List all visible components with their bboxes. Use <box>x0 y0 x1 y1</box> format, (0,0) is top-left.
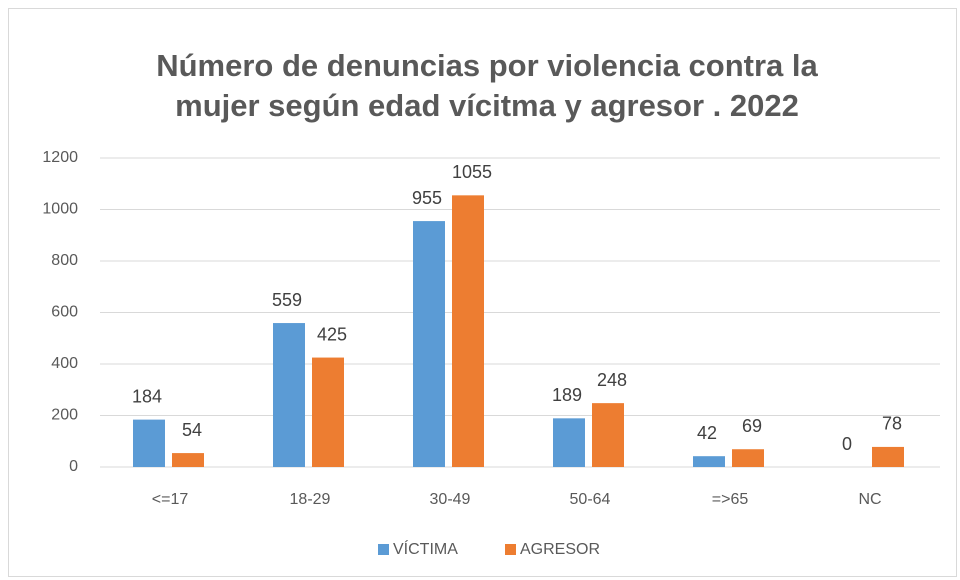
bar <box>312 357 344 467</box>
chart-title: mujer según edad vícitma y agresor . 202… <box>175 88 799 123</box>
bar <box>872 446 904 467</box>
y-tick-label: 800 <box>51 252 78 269</box>
bar <box>592 403 624 467</box>
x-tick-label: NC <box>858 491 881 508</box>
legend-label: AGRESOR <box>520 541 600 558</box>
value-label: 1055 <box>452 162 492 182</box>
bar <box>413 221 445 467</box>
y-tick-label: 0 <box>69 458 78 475</box>
value-label: 955 <box>412 188 442 208</box>
legend-label: VÍCTIMA <box>393 539 458 558</box>
x-tick-label: 30-49 <box>430 491 471 508</box>
x-tick-label: 50-64 <box>570 491 611 508</box>
value-label: 184 <box>132 386 162 406</box>
y-tick-label: 600 <box>51 304 78 321</box>
legend-swatch <box>505 544 516 555</box>
value-label: 189 <box>552 385 582 405</box>
x-tick-label: =>65 <box>712 491 749 508</box>
value-label: 0 <box>842 434 852 454</box>
value-label: 78 <box>882 414 902 434</box>
bar <box>452 195 484 467</box>
bar <box>553 418 585 467</box>
bar <box>732 449 764 467</box>
value-label: 69 <box>742 416 762 436</box>
value-label: 248 <box>597 370 627 390</box>
value-label: 425 <box>317 324 347 344</box>
y-tick-label: 400 <box>51 355 78 372</box>
value-label: 54 <box>182 420 202 440</box>
value-label: 559 <box>272 290 302 310</box>
bar <box>693 456 725 467</box>
bar <box>273 323 305 467</box>
x-tick-label: 18-29 <box>290 491 331 508</box>
chart-title: Número de denuncias por violencia contra… <box>156 48 818 83</box>
x-tick-label: <=17 <box>152 491 189 508</box>
y-tick-label: 1200 <box>42 149 78 166</box>
bar <box>172 453 204 467</box>
y-tick-label: 1000 <box>42 201 78 218</box>
value-label: 42 <box>697 423 717 443</box>
bar <box>133 419 165 467</box>
y-tick-label: 200 <box>51 407 78 424</box>
legend-swatch <box>378 544 389 555</box>
